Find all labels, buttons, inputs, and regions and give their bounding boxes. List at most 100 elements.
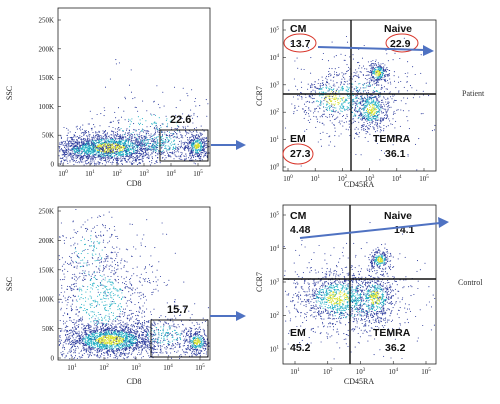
event-dot xyxy=(89,147,91,149)
event-dot xyxy=(370,106,372,108)
event-dot xyxy=(349,83,351,85)
event-dot xyxy=(186,137,188,139)
event-dot xyxy=(154,142,156,144)
event-dot xyxy=(61,142,63,145)
event-dot xyxy=(77,137,80,140)
event-dot xyxy=(122,150,124,153)
event-dot xyxy=(371,122,373,124)
event-dot xyxy=(122,144,124,147)
event-dot xyxy=(114,139,116,142)
event-dot xyxy=(59,146,61,148)
event-dot xyxy=(366,107,369,110)
event-dot xyxy=(141,150,143,153)
event-dot xyxy=(362,123,364,126)
event-dot xyxy=(138,156,140,158)
event-dot xyxy=(355,126,357,128)
event-dot xyxy=(79,128,81,130)
event-dot xyxy=(371,104,373,106)
event-dot xyxy=(59,142,61,144)
event-dot xyxy=(124,96,126,98)
event-dot xyxy=(110,121,112,123)
event-dot xyxy=(119,137,121,139)
event-dot xyxy=(194,97,197,100)
event-dot xyxy=(352,58,354,60)
event-dot xyxy=(418,138,420,140)
event-dot xyxy=(98,161,100,164)
event-dot xyxy=(204,143,206,145)
event-dot xyxy=(134,133,136,135)
event-dot xyxy=(366,101,368,103)
event-dot xyxy=(414,73,416,76)
event-dot xyxy=(365,130,367,132)
event-dot xyxy=(123,134,125,136)
event-dot xyxy=(100,145,102,147)
event-dot xyxy=(66,143,68,145)
event-dot xyxy=(146,131,148,133)
event-dot xyxy=(336,117,338,119)
event-dot xyxy=(130,156,132,158)
event-dot xyxy=(118,155,120,157)
event-dot xyxy=(154,121,156,123)
event-dot xyxy=(303,68,305,71)
event-dot xyxy=(368,114,370,116)
event-dot xyxy=(131,136,133,138)
event-dot xyxy=(342,105,344,108)
event-dot xyxy=(145,151,147,153)
event-dot xyxy=(339,123,341,125)
event-dot xyxy=(164,147,166,149)
event-dot xyxy=(318,95,320,97)
event-dot xyxy=(355,132,357,134)
event-dot xyxy=(389,120,391,122)
event-dot xyxy=(115,355,117,357)
event-dot xyxy=(359,98,361,100)
event-dot xyxy=(139,145,142,147)
event-dot xyxy=(149,161,151,163)
event-dot xyxy=(372,100,374,102)
event-dot xyxy=(412,97,414,99)
event-dot xyxy=(354,97,356,99)
event-dot xyxy=(188,144,190,146)
event-dot xyxy=(315,126,317,128)
event-dot xyxy=(102,348,104,351)
event-dot xyxy=(128,147,130,149)
event-dot xyxy=(99,134,101,137)
event-dot xyxy=(189,136,191,138)
event-dot xyxy=(334,103,336,105)
event-dot xyxy=(383,97,385,99)
event-dot xyxy=(381,119,383,121)
event-dot xyxy=(172,143,174,145)
event-dot xyxy=(348,66,350,68)
event-dot xyxy=(387,60,389,62)
event-dot xyxy=(191,143,193,145)
event-dot xyxy=(103,154,106,157)
event-dot xyxy=(375,108,377,110)
event-dot xyxy=(90,150,92,152)
event-dot xyxy=(69,137,71,139)
event-dot xyxy=(195,130,197,132)
event-dot xyxy=(326,81,328,83)
event-dot xyxy=(151,159,153,162)
event-dot xyxy=(324,99,326,101)
event-dot xyxy=(74,157,76,159)
event-dot xyxy=(126,146,128,148)
event-dot xyxy=(342,87,344,89)
event-dot xyxy=(325,83,327,85)
event-dot xyxy=(360,118,362,120)
event-dot xyxy=(365,112,367,114)
event-dot xyxy=(204,147,206,149)
event-dot xyxy=(138,122,140,124)
event-dot xyxy=(118,122,120,124)
event-dot xyxy=(371,64,373,66)
event-dot xyxy=(327,60,330,62)
event-dot xyxy=(76,128,78,130)
event-dot xyxy=(367,61,369,63)
event-dot xyxy=(128,138,130,140)
event-dot xyxy=(94,150,96,152)
event-dot xyxy=(88,123,90,125)
event-dot xyxy=(115,117,117,119)
event-dot xyxy=(387,74,389,76)
event-dot xyxy=(375,64,378,66)
event-dot xyxy=(337,104,339,106)
event-dot xyxy=(86,153,88,155)
event-dot xyxy=(113,154,116,157)
